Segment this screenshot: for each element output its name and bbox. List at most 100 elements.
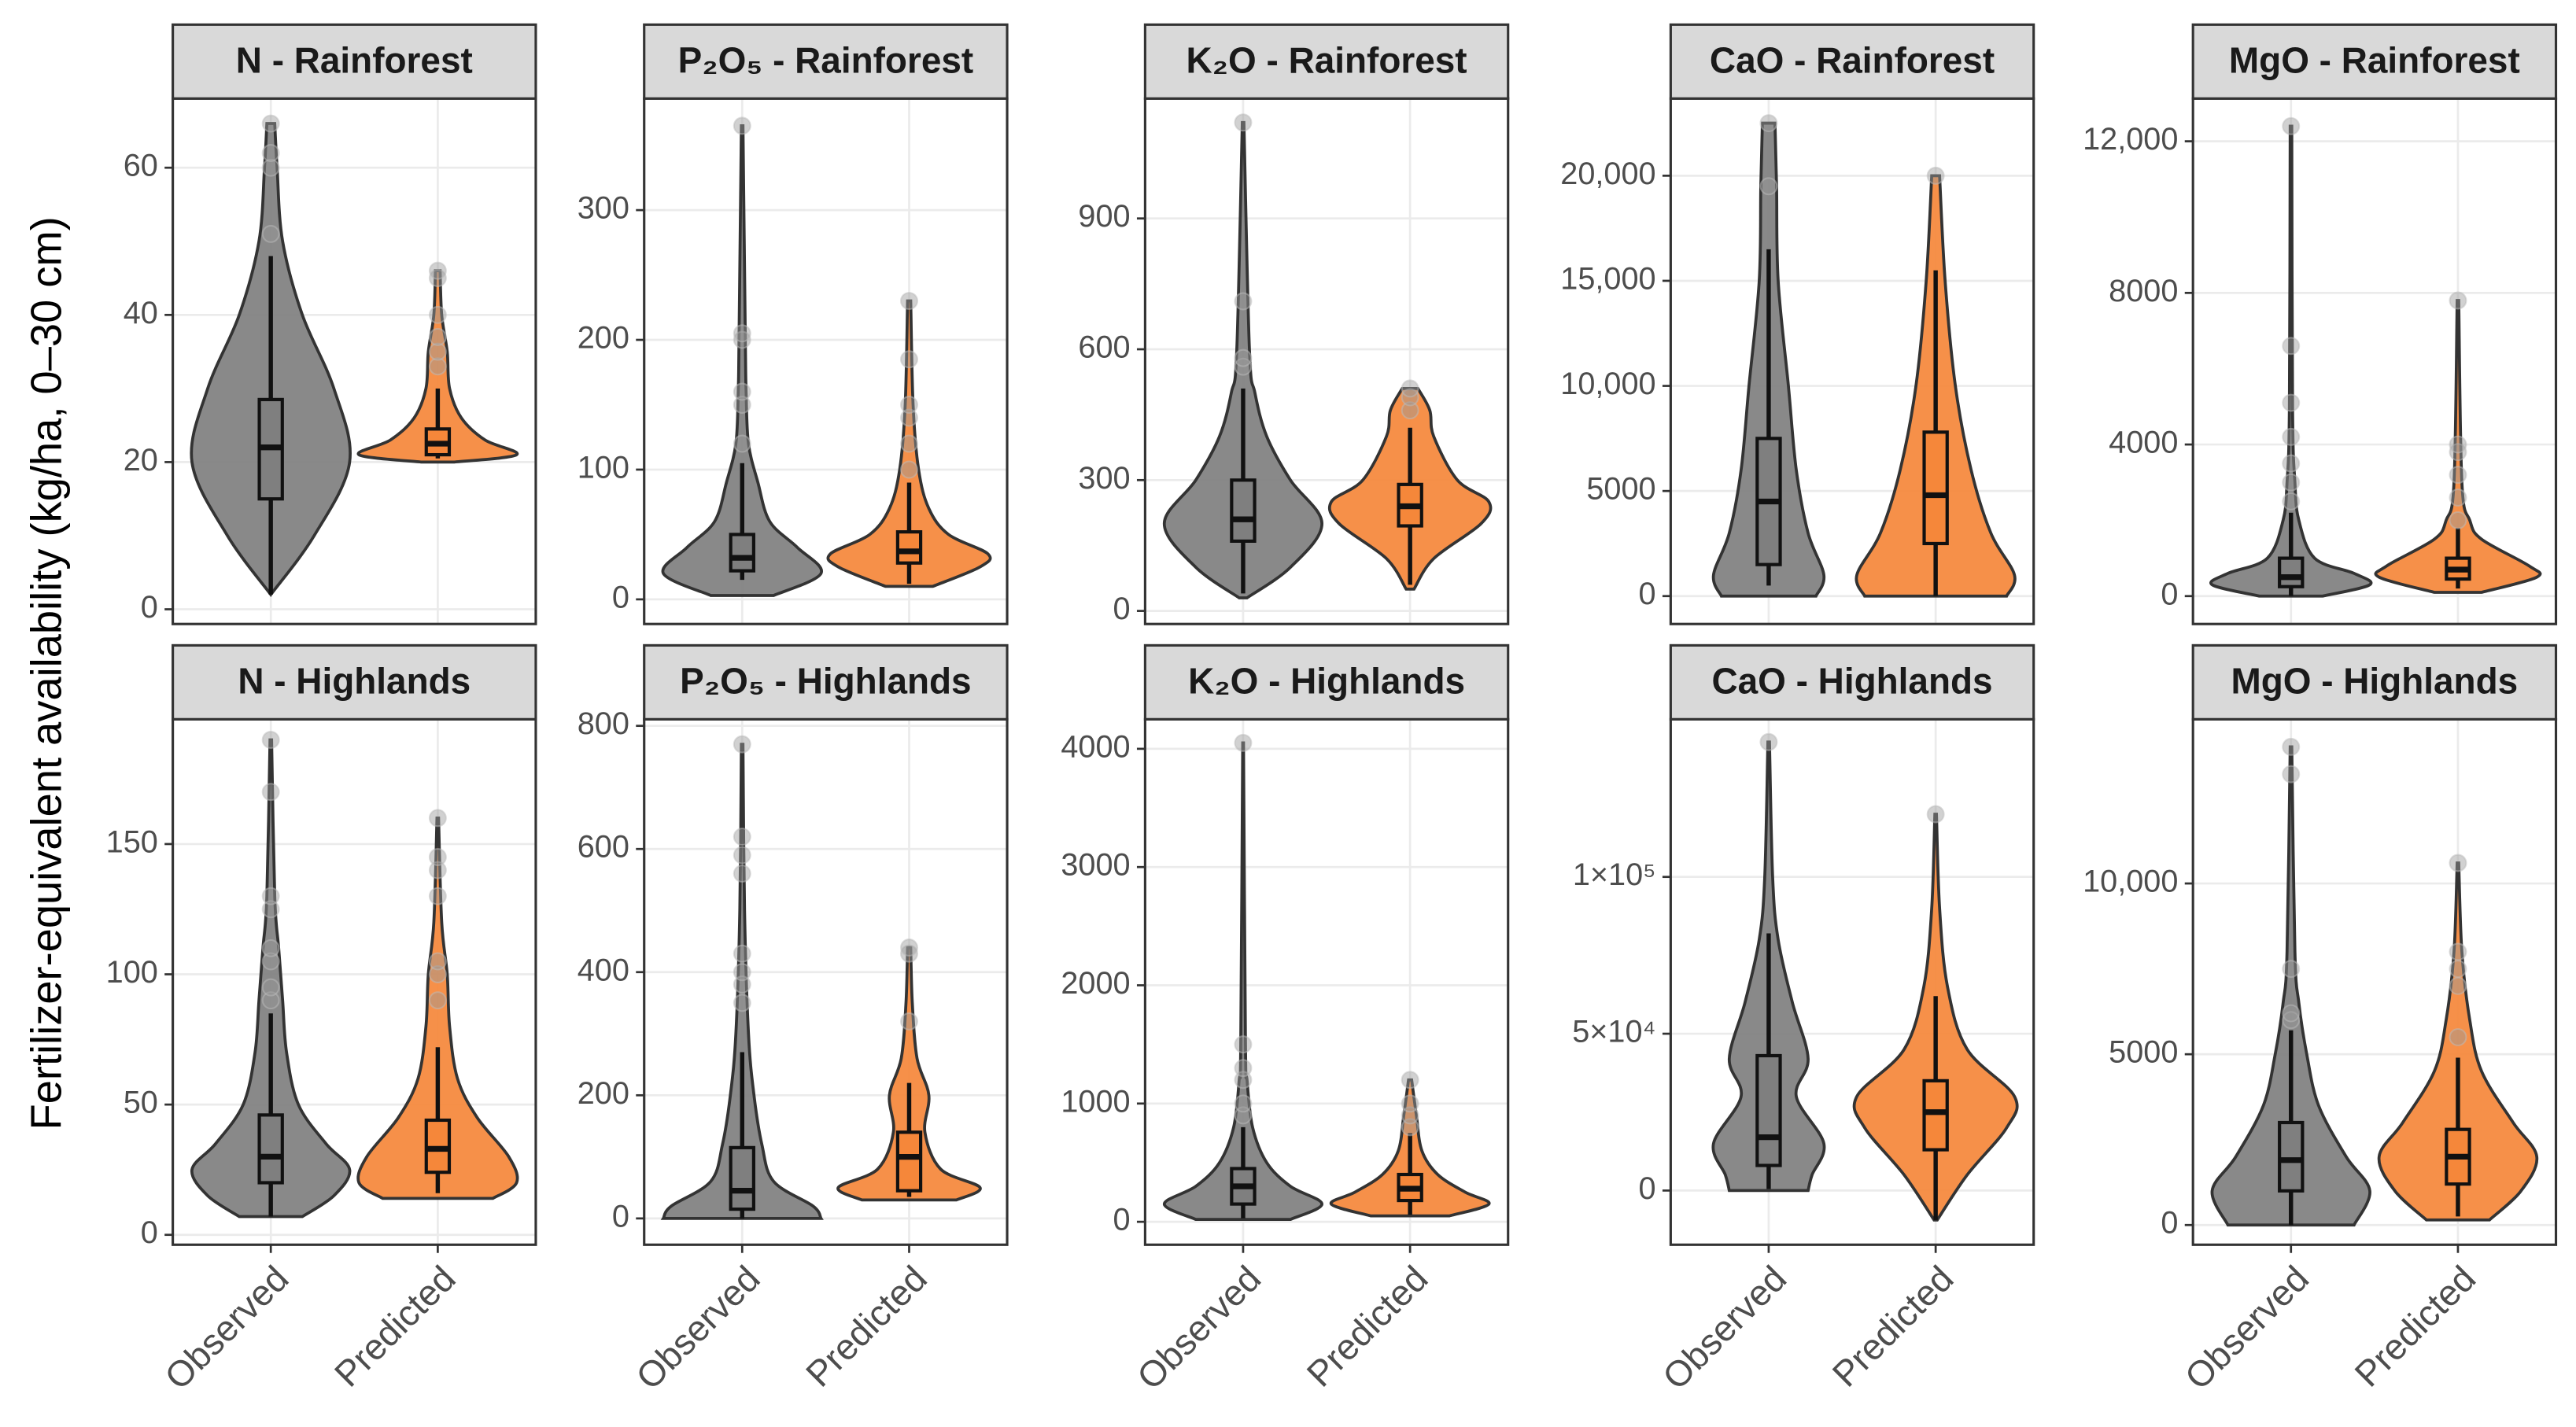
outlier (2282, 765, 2301, 784)
y-tick-label: 0 (612, 1199, 629, 1233)
box (1922, 1079, 1949, 1152)
outlier (2282, 427, 2301, 446)
outlier (900, 396, 918, 414)
violin (190, 738, 352, 1219)
outlier (2282, 737, 2301, 756)
outlier (2282, 492, 2301, 511)
outlier (261, 730, 280, 749)
outlier (428, 327, 447, 346)
outlier (261, 114, 280, 133)
y-tick-label: 800 (578, 706, 629, 741)
y-tick-label: 0 (1113, 592, 1131, 626)
y-axis-label: Fertilizer-equivalent availability (kg/h… (22, 216, 70, 1130)
outlier (1401, 1094, 1419, 1113)
outlier (900, 408, 918, 427)
y-tick-label: 600 (578, 830, 629, 865)
y-tick-label: 0 (1639, 1171, 1656, 1206)
outlier (900, 434, 918, 453)
outlier (261, 991, 280, 1010)
outlier (428, 305, 447, 324)
outlier (2449, 976, 2467, 995)
x-tick-label: Predicted (327, 1258, 463, 1395)
outlier (2282, 337, 2301, 356)
outlier (261, 978, 280, 997)
outlier (733, 994, 751, 1012)
strip-title: N - Rainforest (236, 39, 473, 80)
y-tick-label: 1×10⁵ (1573, 857, 1656, 892)
strip-title: P₂O₅ - Rainforest (678, 39, 974, 80)
outlier (2282, 393, 2301, 412)
strip (1143, 643, 1510, 721)
outlier (2449, 511, 2467, 529)
strip-title: N - Highlands (238, 661, 471, 702)
y-tick-label: 0 (2161, 1206, 2178, 1241)
violin (1162, 741, 1324, 1222)
y-tick-label: 0 (141, 590, 158, 625)
outlier (2449, 960, 2467, 979)
strip (172, 643, 537, 721)
y-tick-label: 8000 (2109, 274, 2178, 308)
y-tick-label: 400 (578, 953, 629, 987)
outlier (733, 434, 751, 453)
outlier (733, 382, 751, 401)
outlier (1401, 379, 1419, 398)
y-tick-label: 1000 (1061, 1084, 1130, 1119)
panel-background (1145, 719, 1508, 1245)
outlier (2449, 291, 2467, 310)
outlier (733, 116, 751, 135)
outlier (733, 330, 751, 349)
strip (1669, 23, 2035, 100)
outlier (428, 269, 447, 288)
outlier (428, 809, 447, 828)
outlier (900, 350, 918, 369)
x-tick-label: Observed (1655, 1258, 1795, 1398)
outlier (900, 460, 918, 479)
violin (826, 299, 992, 588)
violin (661, 124, 823, 597)
outlier (2282, 473, 2301, 492)
y-tick-label: 2000 (1061, 966, 1130, 1001)
outlier (2449, 854, 2467, 872)
outlier (261, 952, 280, 971)
violin (1162, 120, 1324, 599)
outlier (1759, 177, 1778, 196)
violin (660, 743, 824, 1220)
box (1922, 430, 1949, 546)
outlier (261, 158, 280, 177)
strip-title: MgO - Highlands (2231, 661, 2519, 702)
y-tick-label: 15,000 (1560, 261, 1655, 296)
box (895, 1130, 923, 1193)
violin (2377, 861, 2539, 1222)
outlier (2282, 1004, 2301, 1023)
outlier (900, 1012, 918, 1031)
outlier (261, 143, 280, 162)
outlier (428, 861, 447, 879)
strip (2191, 643, 2558, 721)
y-tick-label: 4000 (2109, 426, 2178, 460)
x-tick-label: Predicted (1825, 1258, 1962, 1395)
outlier (1234, 292, 1253, 311)
outlier (733, 944, 751, 963)
y-tick-label: 5000 (2109, 1035, 2178, 1070)
outlier (261, 900, 280, 919)
y-tick-label: 900 (1078, 199, 1130, 234)
box (257, 1113, 284, 1185)
outlier (428, 357, 447, 376)
outlier (2449, 435, 2467, 454)
strip-title: CaO - Highlands (1712, 661, 1993, 702)
y-tick-label: 600 (1078, 330, 1130, 364)
outlier (900, 292, 918, 311)
outlier (2449, 466, 2467, 485)
x-tick-label: Observed (2177, 1258, 2317, 1398)
y-tick-label: 4000 (1061, 729, 1130, 764)
y-tick-label: 0 (1113, 1203, 1131, 1237)
outlier (733, 396, 751, 414)
y-tick-label: 12,000 (2083, 122, 2178, 157)
outlier (733, 324, 751, 343)
outlier (261, 938, 280, 957)
outlier (2449, 489, 2467, 507)
outlier (1234, 733, 1253, 752)
strip-title: CaO - Rainforest (1710, 39, 1995, 80)
y-tick-label: 5×10⁴ (1572, 1015, 1655, 1049)
strip (1143, 23, 1510, 100)
